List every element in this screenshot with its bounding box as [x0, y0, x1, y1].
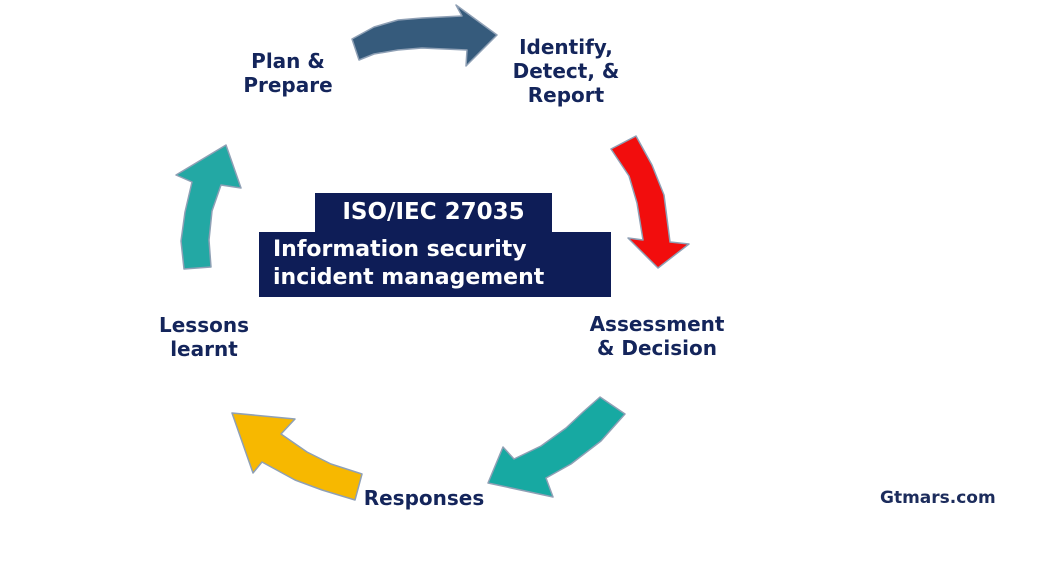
standard-title: ISO/IEC 27035 — [315, 193, 552, 232]
site-watermark: Gtmars.com — [880, 488, 996, 508]
arrow-lessons-to-plan — [175, 144, 242, 270]
stage-label-lessons-learnt: Lessons learnt — [159, 313, 249, 361]
stage-label-assessment-decision: Assessment & Decision — [589, 312, 725, 360]
stage-label-responses: Responses — [363, 486, 485, 510]
arrow-responses-to-lessons — [231, 412, 363, 501]
arrow-identify-to-assessment — [610, 135, 690, 269]
stage-label-plan-prepare: Plan & Prepare — [243, 49, 333, 97]
arrow-plan-to-identify — [351, 4, 498, 67]
subtitle-line-1: Information security — [273, 237, 527, 262]
subtitle-line-2: incident management — [273, 265, 545, 290]
arrow-assessment-to-responses — [487, 396, 626, 498]
stage-label-identify-detect-report: Identify, Detect, & Report — [512, 35, 620, 107]
standard-subtitle: Information security incident management — [259, 232, 611, 297]
